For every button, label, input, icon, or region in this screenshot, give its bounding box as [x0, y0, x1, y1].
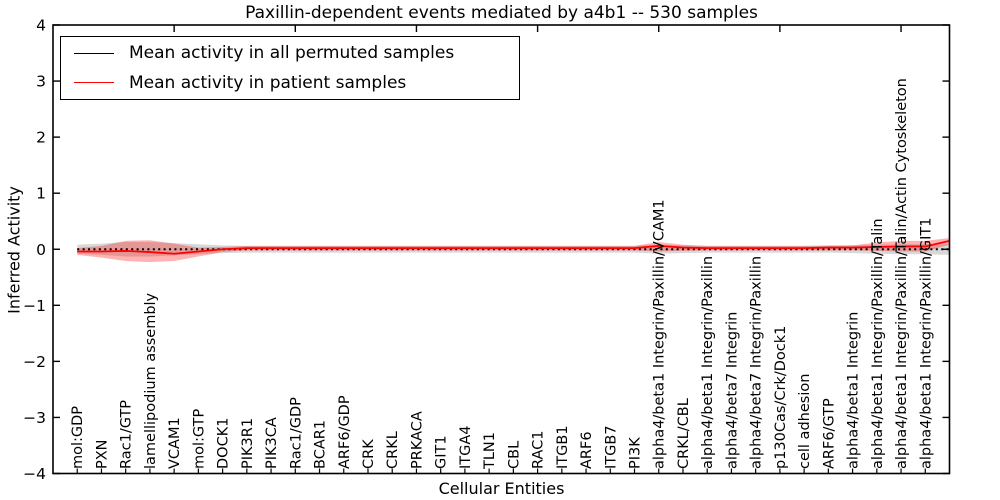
legend-label-permuted: Mean activity in all permuted samples: [129, 43, 455, 64]
x-category-label: CRKL/CBL: [676, 398, 692, 469]
y-tick-label: −1: [23, 297, 46, 315]
x-category-label: PRKACA: [409, 411, 425, 469]
x-category-label: ARF6/GDP: [337, 395, 353, 469]
x-category-label: PXN: [94, 439, 110, 469]
x-category-label: TLN1: [482, 432, 498, 470]
y-tick-label: 4: [36, 17, 46, 35]
y-tick-label: 2: [36, 129, 46, 147]
x-category-label: ARF6: [579, 431, 595, 469]
legend-label-patient: Mean activity in patient samples: [129, 72, 407, 93]
x-category-label: alpha4/beta1 Integrin/Paxillin/GIT1: [918, 217, 934, 469]
x-axis-label: Cellular Entities: [438, 479, 565, 498]
x-category-label: CRKL: [385, 431, 401, 469]
x-category-label: Rac1/GTP: [119, 400, 135, 469]
patient-mean-line: [77, 239, 950, 255]
x-category-label: alpha4/beta1 Integrin/Paxillin/VCAM1: [652, 199, 668, 469]
x-category-label: PI3K: [628, 437, 644, 469]
x-category-label: alpha4/beta7 Integrin/Paxillin: [749, 256, 765, 469]
x-category-label: DOCK1: [216, 418, 232, 469]
x-category-label: cell adhesion: [797, 374, 813, 469]
x-category-label: CBL: [506, 441, 522, 469]
x-category-label: ARF6/GTP: [821, 398, 837, 469]
legend-item-patient: Mean activity in patient samples: [61, 70, 519, 96]
x-category-label: mol:GTP: [191, 409, 207, 469]
x-category-label: PIK3CA: [264, 417, 280, 469]
y-tick-label: 1: [36, 185, 46, 203]
x-category-label: alpha4/beta1 Integrin: [846, 312, 862, 469]
x-category-label: alpha4/beta1 Integrin/Paxillin: [700, 256, 716, 469]
x-category-label: alpha4/beta1 Integrin/Paxillin/Talin/Act…: [894, 78, 910, 469]
x-category-label: alpha4/beta7 Integrin: [724, 312, 740, 469]
x-category-label: RAC1: [531, 430, 547, 469]
x-category-label: VCAM1: [167, 417, 183, 469]
x-category-label: alpha4/beta1 Integrin/Paxillin/Talin: [870, 218, 886, 469]
y-tick-label: 3: [36, 73, 46, 91]
x-category-label: PIK3R1: [240, 418, 256, 469]
chart-title: Paxillin-dependent events mediated by a4…: [245, 3, 758, 23]
confidence-band-patient: [77, 238, 950, 263]
x-category-label: BCAR1: [313, 420, 329, 469]
x-category-label: p130Cas/Crk/Dock1: [773, 326, 789, 469]
legend-item-permuted: Mean activity in all permuted samples: [61, 40, 519, 66]
x-category-label: CRK: [361, 439, 377, 469]
x-category-label: Rac1/GDP: [288, 397, 304, 469]
y-tick-label: 0: [36, 241, 46, 259]
confidence-band-permuted: [77, 241, 950, 257]
legend-line-patient-icon: [74, 82, 114, 84]
legend: Mean activity in all permuted samples Me…: [60, 36, 520, 100]
x-category-label: ITGA4: [458, 425, 474, 469]
legend-line-permuted-icon: [74, 52, 114, 54]
x-category-label: mol:GDP: [70, 406, 86, 469]
x-category-label: ITGB1: [555, 425, 571, 469]
x-category-label: ITGB7: [603, 425, 619, 469]
y-tick-label: −4: [23, 465, 46, 483]
y-tick-label: −3: [23, 409, 46, 427]
x-category-label: lamellipodium assembly: [143, 292, 159, 469]
x-category-label: GIT1: [434, 435, 450, 469]
y-tick-label: −2: [23, 353, 46, 371]
